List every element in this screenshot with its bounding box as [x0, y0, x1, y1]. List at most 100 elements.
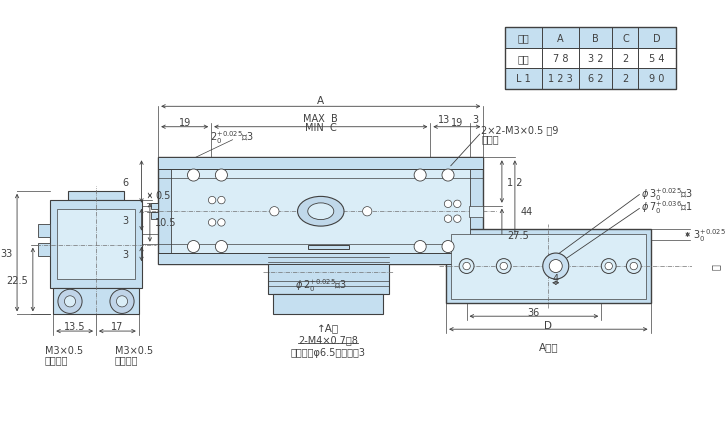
Bar	[68, 191, 124, 201]
Circle shape	[188, 241, 200, 253]
Text: 1 2: 1 2	[507, 177, 523, 187]
Circle shape	[217, 219, 225, 227]
Circle shape	[209, 197, 216, 204]
Bar	[57, 210, 135, 280]
Text: 27.5: 27.5	[507, 230, 529, 240]
Text: 5 4: 5 4	[649, 54, 664, 64]
Text: 取付穴: 取付穴	[481, 134, 499, 144]
Text: A: A	[317, 95, 324, 105]
Circle shape	[116, 296, 127, 307]
Text: D: D	[653, 34, 661, 43]
Text: M3×0.5: M3×0.5	[115, 345, 153, 355]
Text: ↑A視: ↑A視	[317, 322, 340, 332]
Text: $2^{+0.025}_{0}$深3: $2^{+0.025}_{0}$深3	[211, 129, 254, 146]
Circle shape	[270, 207, 279, 216]
Text: 19: 19	[451, 118, 463, 128]
Text: 33: 33	[0, 248, 12, 258]
Text: 6: 6	[122, 177, 129, 187]
Bar	[158, 158, 483, 169]
Text: 3 2: 3 2	[588, 54, 603, 64]
Circle shape	[188, 169, 200, 181]
Circle shape	[627, 259, 641, 274]
Text: 44: 44	[521, 206, 533, 216]
Text: C: C	[622, 34, 629, 43]
Circle shape	[630, 263, 638, 270]
Text: 7 8: 7 8	[553, 54, 569, 64]
Text: B: B	[593, 34, 599, 43]
Circle shape	[65, 296, 76, 307]
Text: 残: 残	[710, 264, 720, 269]
Circle shape	[110, 289, 134, 314]
Text: $\phi\,2^{+0.025}_{0}$深3: $\phi\,2^{+0.025}_{0}$深3	[294, 276, 347, 293]
Text: L 1: L 1	[516, 74, 531, 84]
Text: M3×0.5: M3×0.5	[45, 345, 83, 355]
Text: 0.5: 0.5	[156, 191, 171, 201]
Bar	[39, 225, 49, 238]
Circle shape	[58, 289, 82, 314]
Circle shape	[543, 253, 569, 280]
Ellipse shape	[297, 197, 344, 227]
Text: 17: 17	[111, 322, 124, 332]
Circle shape	[215, 169, 228, 181]
Text: 6 2: 6 2	[588, 74, 603, 84]
Circle shape	[605, 263, 612, 270]
Circle shape	[454, 215, 461, 223]
Text: 3: 3	[472, 115, 478, 125]
Text: 3: 3	[122, 215, 129, 225]
Bar	[470, 206, 483, 217]
Text: 13: 13	[438, 115, 451, 125]
Text: 裏面よりφ6.5ザグリ深3: 裏面よりφ6.5ザグリ深3	[291, 347, 366, 358]
Circle shape	[463, 263, 470, 270]
Bar	[273, 294, 383, 315]
Bar	[158, 158, 483, 264]
Text: $\phi\,3^{+0.025}_{0}$深3: $\phi\,3^{+0.025}_{0}$深3	[641, 186, 694, 203]
Text: $\phi\,7^{+0.036}_{0}$深1: $\phi\,7^{+0.036}_{0}$深1	[641, 199, 694, 215]
Circle shape	[548, 259, 563, 274]
Text: 36: 36	[528, 307, 540, 317]
Bar	[53, 289, 139, 315]
Text: 9 0: 9 0	[649, 74, 664, 84]
Text: D: D	[545, 320, 553, 330]
Text: 2-M4×0.7深8: 2-M4×0.7深8	[298, 335, 358, 344]
Text: $3^{+0.025}_{0}$: $3^{+0.025}_{0}$	[694, 227, 726, 243]
Text: 3: 3	[122, 249, 129, 259]
Bar	[39, 243, 49, 256]
Circle shape	[459, 259, 474, 274]
Bar	[505, 28, 675, 89]
Text: 開ポート: 開ポート	[115, 354, 138, 364]
Circle shape	[444, 201, 451, 208]
Text: MAX  B: MAX B	[303, 114, 338, 124]
Bar	[505, 69, 675, 89]
Text: 19: 19	[179, 118, 190, 128]
Circle shape	[363, 207, 372, 216]
Circle shape	[552, 263, 560, 270]
Text: A視図: A視図	[539, 341, 558, 351]
Circle shape	[454, 201, 461, 208]
Text: MIN  C: MIN C	[305, 123, 337, 132]
Bar	[150, 213, 158, 219]
Text: 2×2-M3×0.5 深9: 2×2-M3×0.5 深9	[481, 125, 559, 135]
Text: 22.5: 22.5	[7, 275, 28, 285]
Text: 13.5: 13.5	[64, 322, 85, 332]
Bar	[172, 169, 470, 253]
Text: 10.5: 10.5	[156, 218, 177, 228]
Circle shape	[414, 169, 426, 181]
Ellipse shape	[308, 203, 334, 220]
Bar	[505, 49, 675, 69]
Bar	[505, 28, 675, 49]
Bar	[49, 201, 142, 289]
Text: 閉ポート: 閉ポート	[45, 354, 68, 364]
Bar	[308, 245, 349, 250]
Circle shape	[215, 241, 228, 253]
Circle shape	[497, 259, 511, 274]
Circle shape	[500, 263, 507, 270]
Circle shape	[601, 259, 616, 274]
Text: 標準: 標準	[518, 54, 529, 64]
Circle shape	[550, 260, 562, 273]
Text: 1 2 3: 1 2 3	[548, 74, 573, 84]
Bar	[446, 229, 651, 304]
Bar	[451, 234, 646, 299]
Circle shape	[217, 197, 225, 204]
Text: A: A	[557, 34, 563, 43]
Circle shape	[209, 219, 216, 227]
